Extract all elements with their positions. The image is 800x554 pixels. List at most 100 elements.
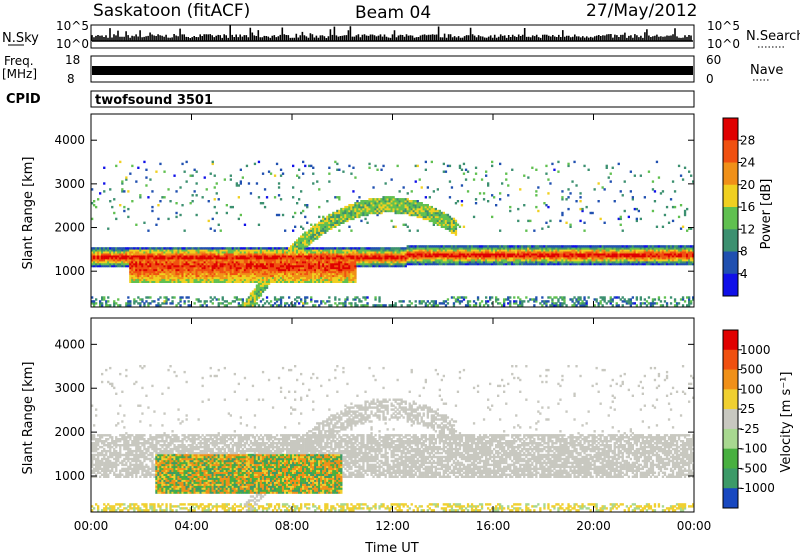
power-cell bbox=[342, 280, 345, 283]
power-cell bbox=[203, 280, 206, 283]
power-cell bbox=[414, 211, 417, 215]
power-cell bbox=[420, 259, 423, 262]
power-cell bbox=[175, 272, 178, 276]
power-cell bbox=[390, 260, 393, 264]
power-cell bbox=[267, 274, 271, 278]
power-cell bbox=[221, 296, 224, 299]
power-cell bbox=[161, 262, 164, 266]
power-cell bbox=[412, 211, 415, 215]
power-cell bbox=[406, 259, 409, 262]
power-cell bbox=[161, 196, 164, 199]
power-cell bbox=[273, 274, 277, 278]
power-cell bbox=[153, 300, 156, 303]
power-cell bbox=[263, 288, 267, 291]
power-cell bbox=[336, 260, 339, 264]
power-cell bbox=[348, 264, 351, 268]
power-cell bbox=[503, 245, 506, 248]
power-cell bbox=[364, 249, 367, 252]
power-cell bbox=[493, 251, 496, 254]
power-cell bbox=[334, 276, 337, 280]
power-cell bbox=[338, 266, 341, 270]
power-cell bbox=[145, 280, 148, 283]
power-cell bbox=[292, 247, 295, 250]
power-cell bbox=[553, 259, 556, 262]
power-cell bbox=[167, 247, 170, 250]
power-cell bbox=[271, 259, 275, 262]
power-cell bbox=[211, 270, 214, 274]
power-cell bbox=[253, 292, 257, 295]
power-cell bbox=[298, 264, 301, 268]
power-cell bbox=[279, 260, 283, 264]
power-cell bbox=[145, 253, 148, 256]
power-cell bbox=[143, 253, 146, 256]
power-cell bbox=[312, 166, 315, 169]
power-cell bbox=[304, 300, 307, 303]
power-cell bbox=[113, 262, 116, 266]
power-cell bbox=[412, 202, 415, 205]
power-cell bbox=[169, 262, 172, 266]
power-cell bbox=[356, 249, 359, 252]
power-cell bbox=[193, 266, 196, 270]
power-cell bbox=[302, 253, 305, 256]
power-cell bbox=[151, 205, 154, 209]
power-cell bbox=[577, 247, 580, 250]
power-cell bbox=[259, 257, 263, 260]
power-cell bbox=[300, 264, 303, 268]
power-cell bbox=[233, 249, 236, 252]
power-cell bbox=[545, 172, 548, 175]
power-cell bbox=[279, 264, 283, 268]
power-cell bbox=[129, 259, 132, 262]
power-cell bbox=[416, 213, 419, 217]
power-cell bbox=[400, 209, 403, 213]
power-cell bbox=[95, 255, 98, 258]
power-cell bbox=[183, 272, 186, 276]
power-cell bbox=[294, 276, 297, 280]
power-cell bbox=[456, 257, 460, 260]
power-cell bbox=[476, 257, 480, 260]
power-cell bbox=[336, 251, 339, 254]
power-cell bbox=[521, 300, 524, 303]
power-cell bbox=[424, 209, 427, 213]
power-cell bbox=[561, 198, 564, 201]
power-cell bbox=[364, 255, 367, 258]
power-cell bbox=[175, 262, 178, 266]
power-cell bbox=[509, 205, 512, 209]
power-cell bbox=[354, 213, 357, 217]
power-cell bbox=[318, 253, 321, 256]
power-cell bbox=[145, 255, 148, 258]
power-cell bbox=[133, 302, 136, 305]
power-cell bbox=[480, 255, 484, 258]
power-cell bbox=[201, 278, 204, 281]
power-cell bbox=[314, 264, 317, 268]
power-cell bbox=[271, 272, 275, 276]
power-cell bbox=[589, 262, 592, 266]
power-cell bbox=[364, 296, 367, 299]
power-cell bbox=[141, 259, 144, 262]
power-cell bbox=[460, 257, 464, 260]
power-cell bbox=[137, 272, 140, 276]
power-cell bbox=[189, 270, 192, 274]
power-cell bbox=[344, 205, 347, 209]
power-cell bbox=[151, 268, 154, 272]
power-cell bbox=[553, 304, 556, 307]
power-cell bbox=[374, 259, 377, 262]
power-cell bbox=[149, 278, 152, 281]
power-cell bbox=[105, 304, 108, 307]
power-cell bbox=[257, 286, 261, 289]
power-cell bbox=[300, 298, 303, 301]
power-cell bbox=[362, 204, 365, 207]
power-cell bbox=[456, 298, 460, 301]
power-cell bbox=[386, 255, 389, 258]
power-cell bbox=[474, 249, 478, 252]
power-cell bbox=[298, 276, 301, 280]
power-cell bbox=[290, 272, 293, 276]
power-cell bbox=[247, 296, 251, 299]
power-cell bbox=[394, 249, 397, 252]
power-cell bbox=[338, 262, 341, 266]
power-cell bbox=[513, 262, 516, 266]
power-cell bbox=[328, 223, 331, 226]
power-cell bbox=[354, 259, 357, 262]
power-cell bbox=[324, 276, 327, 280]
power-cell bbox=[326, 255, 329, 258]
power-cell bbox=[499, 251, 502, 254]
